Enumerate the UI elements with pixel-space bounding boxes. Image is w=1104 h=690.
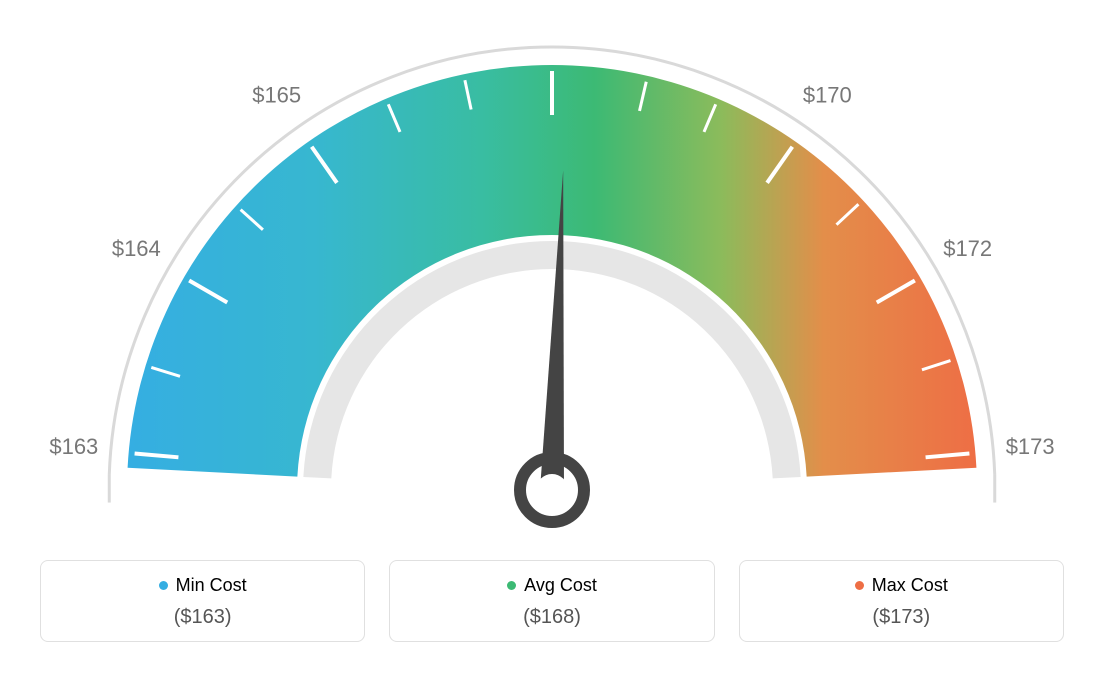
legend-label: Max Cost xyxy=(872,575,948,596)
legend-title-max: Max Cost xyxy=(855,575,948,596)
dot-icon xyxy=(507,581,516,590)
dot-icon xyxy=(159,581,168,590)
dot-icon xyxy=(855,581,864,590)
gauge-svg: $163 $164 $165 $168 $170 $172 $173 xyxy=(20,20,1084,550)
legend-label: Min Cost xyxy=(176,575,247,596)
legend-value: ($173) xyxy=(740,606,1063,629)
legend-value: ($168) xyxy=(390,606,713,629)
legend-title-min: Min Cost xyxy=(159,575,247,596)
legend-card-min: Min Cost ($163) xyxy=(40,560,365,642)
legend-card-avg: Avg Cost ($168) xyxy=(389,560,714,642)
svg-text:$172: $172 xyxy=(943,236,992,261)
svg-text:$164: $164 xyxy=(112,236,161,261)
legend-label: Avg Cost xyxy=(524,575,597,596)
svg-text:$165: $165 xyxy=(252,83,301,108)
svg-text:$173: $173 xyxy=(1006,434,1055,459)
svg-text:$168: $168 xyxy=(528,20,577,21)
svg-text:$170: $170 xyxy=(803,83,852,108)
gauge-chart: $163 $164 $165 $168 $170 $172 $173 xyxy=(20,20,1084,550)
legend-row: Min Cost ($163) Avg Cost ($168) Max Cost… xyxy=(20,560,1084,642)
legend-card-max: Max Cost ($173) xyxy=(739,560,1064,642)
legend-value: ($163) xyxy=(41,606,364,629)
legend-title-avg: Avg Cost xyxy=(507,575,597,596)
svg-text:$163: $163 xyxy=(49,434,98,459)
